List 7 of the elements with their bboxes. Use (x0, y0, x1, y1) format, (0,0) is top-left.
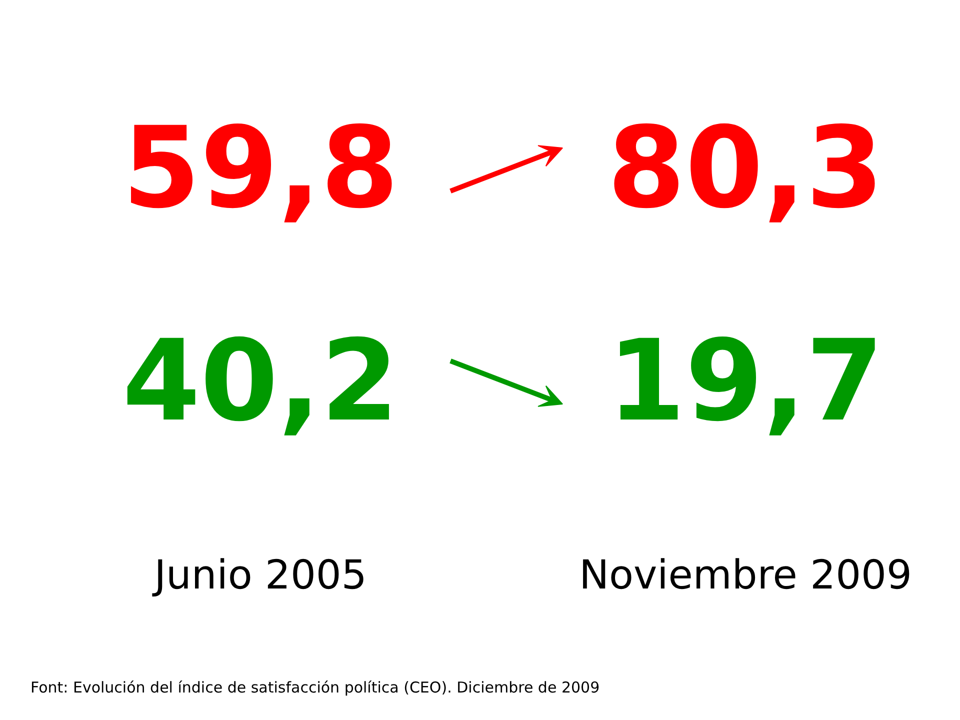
category-label: Junio 2005 (151, 552, 367, 598)
data-label: 59,8 (122, 104, 399, 234)
text: Font: Evolución del índice de satisfacción política (CEO). Diciembre de 2009 (30, 678, 600, 696)
category-label: Noviembre 2009 (579, 552, 912, 598)
data-label: 40,2 (122, 316, 399, 446)
data-label: 19,7 (607, 316, 884, 446)
data-label: 80,3 (607, 104, 884, 234)
